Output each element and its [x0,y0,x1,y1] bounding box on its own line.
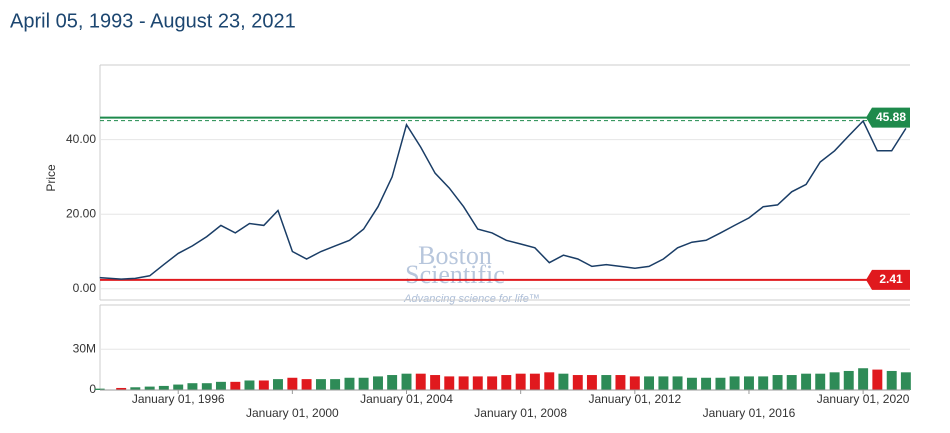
volume-bar [130,387,141,390]
x-tick-label: January 01, 2004 [360,392,453,406]
y-tick-label: 30M [73,341,96,355]
volume-bar [387,375,398,390]
watermark: Boston [418,241,492,270]
volume-bar [886,370,897,390]
x-tick-label: January 01, 2000 [246,406,339,420]
volume-bar [94,388,105,390]
y-tick-label: 0.00 [73,281,97,295]
volume-bar [301,379,312,390]
volume-bar [815,373,826,390]
volume-bar [315,379,326,390]
volume-bar [729,376,740,390]
watermark: Scientific [405,260,505,289]
x-tick-label: January 01, 2016 [703,406,796,420]
y-tick-label: 0 [89,382,96,396]
volume-bar [786,375,797,390]
watermark: Advancing science for life™ [403,293,540,305]
volume-bar [615,375,626,390]
volume-bar [373,376,383,390]
volume-bar [344,377,355,390]
volume-bar [287,377,298,390]
y-tick-label: 40.00 [66,132,96,146]
volume-bar [758,376,769,390]
volume-bar [686,377,697,390]
volume-bar [244,380,255,390]
volume-bar [672,376,683,390]
volume-bar [772,375,783,390]
volume-bar [444,376,455,390]
x-tick-label: January 01, 2008 [474,406,567,420]
volume-bar [415,373,426,390]
volume-bar [330,379,341,390]
volume-bar [215,381,226,390]
price-line [99,119,907,280]
x-tick-label: January 01, 2012 [588,392,681,406]
volume-bar [358,377,369,390]
volume-bar [273,379,283,390]
volume-bar [401,373,412,390]
volume-bar [658,376,669,390]
volume-bar [900,372,911,390]
y-tick-label: 20.00 [66,206,96,220]
volume-bar [801,373,812,390]
volume-bar [201,383,212,390]
volume-bar [743,376,754,390]
volume-bar [515,373,526,390]
high-tag-label: 45.88 [876,110,906,124]
volume-bar [586,375,597,390]
volume-bar [558,373,569,390]
volume-bar [829,372,840,390]
volume-bar [458,376,469,390]
volume-bar [629,376,640,390]
volume-bar [501,375,512,390]
volume-bar [472,376,483,390]
volume-bar [701,377,712,390]
volume-bar [572,375,583,390]
chart-title: April 05, 1993 - August 23, 2021 [10,10,296,32]
low-tag [866,269,910,290]
volume-bar [116,387,127,390]
x-tick-label: January 01, 2020 [817,392,910,406]
volume-bar [173,384,184,390]
volume-bar [230,381,241,390]
volume-bar [872,369,883,390]
x-tick-label: January 01, 1996 [132,392,225,406]
volume-bar [430,375,441,390]
volume-bar [644,376,655,390]
high-tag [866,107,910,128]
volume-bar [487,376,498,390]
volume-bar [258,380,269,390]
volume-bar [715,377,726,390]
volume-bar [187,383,198,390]
volume-bar [858,368,869,390]
volume-bar [544,372,555,390]
low-tag-label: 2.41 [879,272,903,286]
volume-bar [601,375,612,390]
y-axis-label: Price [44,164,58,192]
volume-bar [843,370,854,390]
volume-bar [144,386,155,390]
volume-bar [529,373,540,390]
volume-bar [158,385,169,390]
